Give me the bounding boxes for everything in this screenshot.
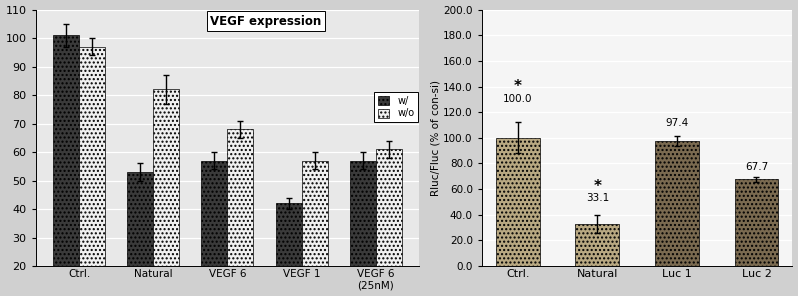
Bar	[153, 89, 180, 296]
Bar	[575, 223, 619, 266]
Bar	[127, 172, 153, 296]
Bar	[350, 161, 376, 296]
Bar	[275, 203, 302, 296]
Bar	[201, 161, 227, 296]
Bar	[655, 141, 699, 266]
Text: VEGF expression: VEGF expression	[210, 15, 322, 28]
Text: 100.0: 100.0	[503, 94, 532, 104]
Text: 67.7: 67.7	[745, 162, 768, 172]
Bar	[735, 179, 778, 266]
Text: *: *	[514, 79, 522, 94]
Bar	[227, 129, 254, 296]
Bar	[302, 161, 328, 296]
Bar	[496, 138, 539, 266]
Text: 97.4: 97.4	[666, 118, 689, 128]
Bar	[79, 46, 105, 296]
Legend: w/, w/o: w/, w/o	[374, 92, 418, 122]
Text: *: *	[594, 179, 602, 194]
Y-axis label: Rluc/Fluc (% of con-si): Rluc/Fluc (% of con-si)	[430, 80, 440, 196]
Bar	[376, 149, 402, 296]
Text: 33.1: 33.1	[586, 193, 609, 203]
Bar	[53, 35, 79, 296]
